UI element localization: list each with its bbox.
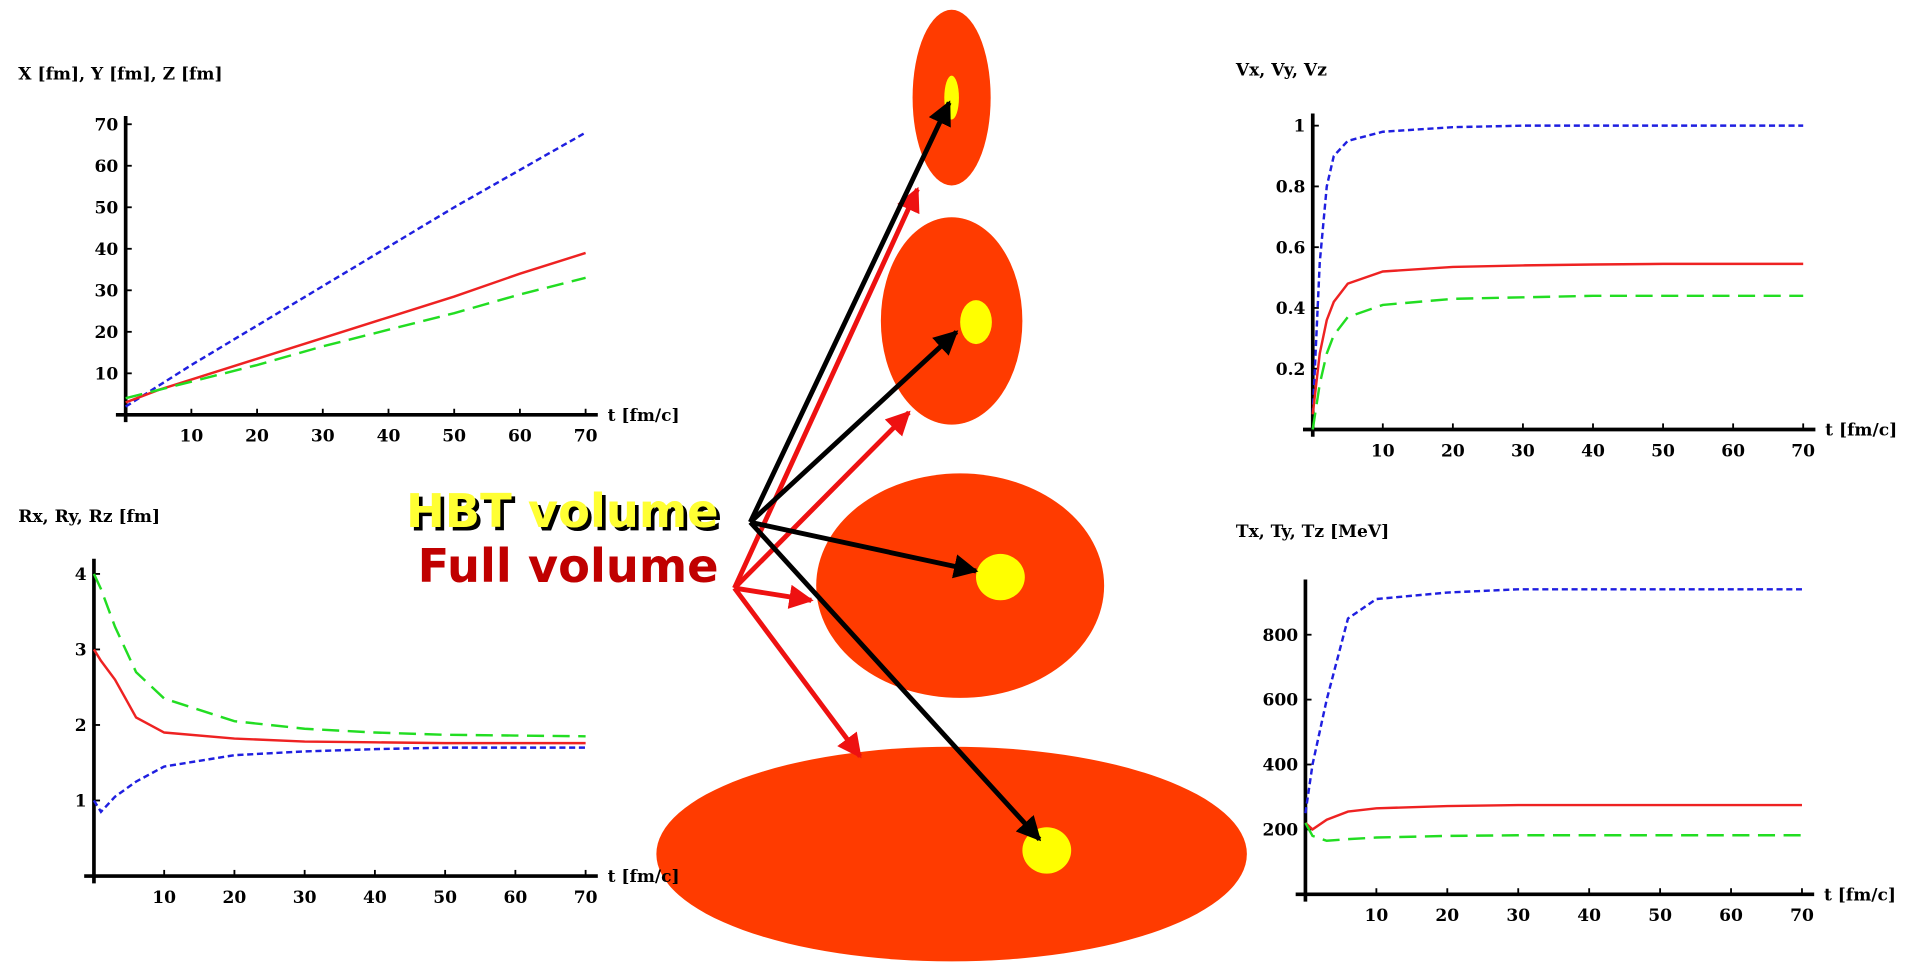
- y-tick-label: 0.8: [1276, 178, 1306, 198]
- y-tick-label: 600: [1262, 691, 1298, 711]
- series-line: [1311, 262, 1804, 415]
- x-tick-label: 20: [223, 888, 247, 908]
- volume-ellipse: [656, 746, 1247, 962]
- x-tick-label: 70: [574, 888, 598, 908]
- chart-title: Rx, Ry, Rz [fm]: [18, 507, 160, 527]
- line-chart: Tx, Ty, Tz [MeV] t [fm/c] 10 20 30 40 50 60 70 20…: [1236, 522, 1896, 926]
- x-axis-label: t [fm/c]: [608, 406, 680, 426]
- series-line: [1311, 124, 1804, 415]
- x-tick-label: 10: [1364, 906, 1388, 926]
- series-line: [125, 131, 587, 408]
- x-tick-label: 40: [377, 427, 401, 447]
- x-tick-label: 60: [1721, 441, 1745, 461]
- x-tick-label: 50: [442, 427, 466, 447]
- x-tick-label: 40: [363, 888, 387, 908]
- x-tick-label: 40: [1577, 906, 1601, 926]
- x-tick-label: 60: [508, 427, 532, 447]
- series-line: [92, 648, 586, 745]
- chart-title: Tx, Ty, Tz [MeV]: [1236, 522, 1389, 542]
- y-tick-label: 10: [95, 364, 119, 384]
- hbt-ellipse: [976, 553, 1025, 601]
- series-line: [1304, 803, 1802, 831]
- line-chart: X [fm], Y [fm], Z [fm] t [fm/c] 10 20 30 40 50…: [18, 64, 679, 446]
- y-tick-label: 2: [75, 716, 87, 736]
- x-tick-label: 60: [1719, 906, 1743, 926]
- y-tick-label: 400: [1262, 756, 1298, 776]
- y-tick-label: 3: [75, 641, 87, 661]
- volume-ellipse: [816, 473, 1105, 698]
- y-tick-label: 800: [1262, 626, 1298, 646]
- y-tick-label: 1: [1294, 117, 1306, 137]
- chart-title: Vx, Vy, Vz: [1235, 61, 1327, 81]
- x-tick-label: 60: [503, 888, 527, 908]
- series-line: [1311, 294, 1804, 430]
- x-tick-label: 40: [1581, 441, 1605, 461]
- y-tick-label: 1: [75, 792, 87, 812]
- full-label: Full volume: [418, 539, 719, 593]
- hbt-ellipse: [960, 300, 992, 345]
- y-tick-label: 30: [95, 281, 119, 301]
- series-line: [92, 746, 586, 814]
- y-tick-label: 200: [1262, 821, 1298, 841]
- y-tick-label: 0.2: [1276, 360, 1306, 380]
- x-tick-label: 30: [1511, 441, 1535, 461]
- x-axis-label: t [fm/c]: [608, 867, 680, 887]
- y-tick-label: 0.4: [1276, 299, 1306, 319]
- x-tick-label: 20: [1441, 441, 1465, 461]
- x-tick-label: 20: [1435, 906, 1459, 926]
- y-tick-label: 0.6: [1276, 238, 1306, 258]
- x-tick-label: 70: [1791, 441, 1815, 461]
- y-tick-label: 4: [75, 565, 87, 585]
- x-tick-label: 10: [1371, 441, 1395, 461]
- volume-ellipse: [880, 217, 1023, 425]
- x-tick-label: 30: [1506, 906, 1530, 926]
- series-line: [125, 251, 586, 404]
- x-axis-label: t [fm/c]: [1825, 421, 1897, 441]
- x-tick-label: 30: [293, 888, 317, 908]
- line-chart: Rx, Ry, Rz [fm] t [fm/c] 10 20 30 40 50 60 70 1 2 3…: [18, 507, 679, 908]
- y-tick-label: 60: [95, 157, 119, 177]
- series-line: [1304, 588, 1802, 814]
- volume-diagram: HBT volume HBT volume Full volume: [406, 9, 1247, 962]
- x-tick-label: 10: [152, 888, 176, 908]
- y-tick-label: 70: [95, 115, 119, 135]
- y-tick-label: 20: [95, 323, 119, 343]
- y-tick-label: 50: [95, 198, 119, 218]
- x-tick-label: 20: [245, 427, 269, 447]
- x-tick-label: 10: [179, 427, 203, 447]
- chart-title: X [fm], Y [fm], Z [fm]: [18, 64, 222, 84]
- x-tick-label: 50: [1648, 906, 1672, 926]
- hbt-label: HBT volume: [406, 484, 719, 538]
- full-arrows: [732, 186, 920, 759]
- x-tick-label: 50: [1651, 441, 1675, 461]
- hbt-shadow: HBT volume: [410, 488, 723, 542]
- hbt-ellipse: [1022, 827, 1072, 874]
- series-line: [125, 276, 586, 400]
- x-tick-label: 50: [433, 888, 457, 908]
- y-tick-label: 40: [95, 240, 119, 260]
- hbt-arrows: [748, 100, 1042, 842]
- series-line: [1304, 822, 1802, 843]
- x-axis-label: t [fm/c]: [1824, 885, 1896, 905]
- x-tick-label: 70: [574, 427, 598, 447]
- x-tick-label: 70: [1790, 906, 1814, 926]
- x-tick-label: 30: [311, 427, 335, 447]
- series-line: [92, 573, 586, 738]
- line-chart: Vx, Vy, Vz t [fm/c] 10 20 30 40 50 60 70 0.2 0.4 0.…: [1235, 61, 1897, 462]
